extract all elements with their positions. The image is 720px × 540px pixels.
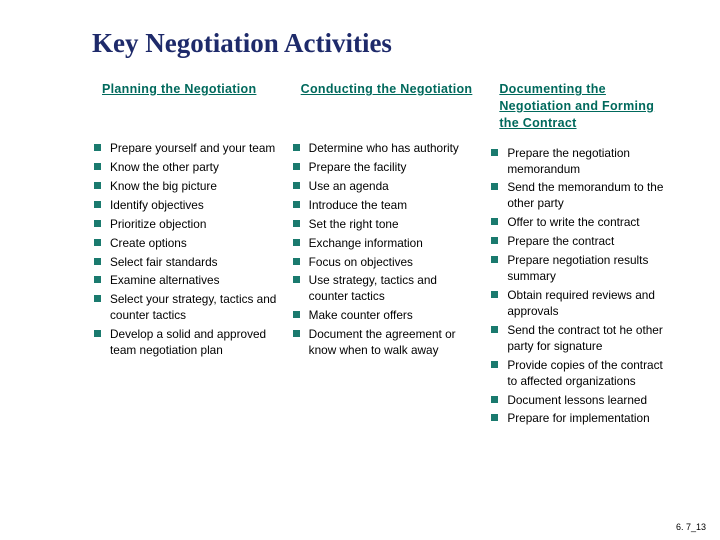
list-item: Know the big picture	[92, 179, 277, 195]
page-title: Key Negotiation Activities	[92, 28, 674, 59]
list-item: Introduce the team	[291, 198, 476, 214]
list-item: Identify objectives	[92, 198, 277, 214]
item-list: Determine who has authority Prepare the …	[291, 141, 476, 359]
list-item: Prepare negotiation results summary	[489, 253, 674, 285]
list-item: Send the contract tot he other party for…	[489, 323, 674, 355]
item-list: Prepare yourself and your team Know the …	[92, 141, 277, 359]
item-list: Prepare the negotiation memorandum Send …	[489, 146, 674, 428]
slide-footer: 6. 7_13	[676, 522, 706, 532]
column-header: Conducting the Negotiation	[301, 81, 476, 127]
list-item: Determine who has authority	[291, 141, 476, 157]
columns-container: Planning the Negotiation Prepare yoursel…	[92, 81, 674, 430]
list-item: Prepare the contract	[489, 234, 674, 250]
list-item: Create options	[92, 236, 277, 252]
list-item: Use an agenda	[291, 179, 476, 195]
list-item: Develop a solid and approved team negoti…	[92, 327, 277, 359]
list-item: Prepare the facility	[291, 160, 476, 176]
list-item: Prioritize objection	[92, 217, 277, 233]
list-item: Select your strategy, tactics and counte…	[92, 292, 277, 324]
list-item: Document lessons learned	[489, 393, 674, 409]
list-item: Focus on objectives	[291, 255, 476, 271]
column-planning: Planning the Negotiation Prepare yoursel…	[92, 81, 277, 430]
list-item: Prepare for implementation	[489, 411, 674, 427]
list-item: Make counter offers	[291, 308, 476, 324]
column-conducting: Conducting the Negotiation Determine who…	[291, 81, 476, 430]
list-item: Set the right tone	[291, 217, 476, 233]
list-item: Prepare the negotiation memorandum	[489, 146, 674, 178]
list-item: Know the other party	[92, 160, 277, 176]
list-item: Offer to write the contract	[489, 215, 674, 231]
list-item: Document the agreement or know when to w…	[291, 327, 476, 359]
list-item: Prepare yourself and your team	[92, 141, 277, 157]
list-item: Provide copies of the contract to affect…	[489, 358, 674, 390]
list-item: Obtain required reviews and approvals	[489, 288, 674, 320]
column-header: Planning the Negotiation	[102, 81, 277, 127]
list-item: Use strategy, tactics and counter tactic…	[291, 273, 476, 305]
list-item: Examine alternatives	[92, 273, 277, 289]
column-documenting: Documenting the Negotiation and Forming …	[489, 81, 674, 430]
list-item: Send the memorandum to the other party	[489, 180, 674, 212]
list-item: Exchange information	[291, 236, 476, 252]
list-item: Select fair standards	[92, 255, 277, 271]
slide: Key Negotiation Activities Planning the …	[0, 0, 720, 540]
column-header: Documenting the Negotiation and Forming …	[499, 81, 674, 132]
